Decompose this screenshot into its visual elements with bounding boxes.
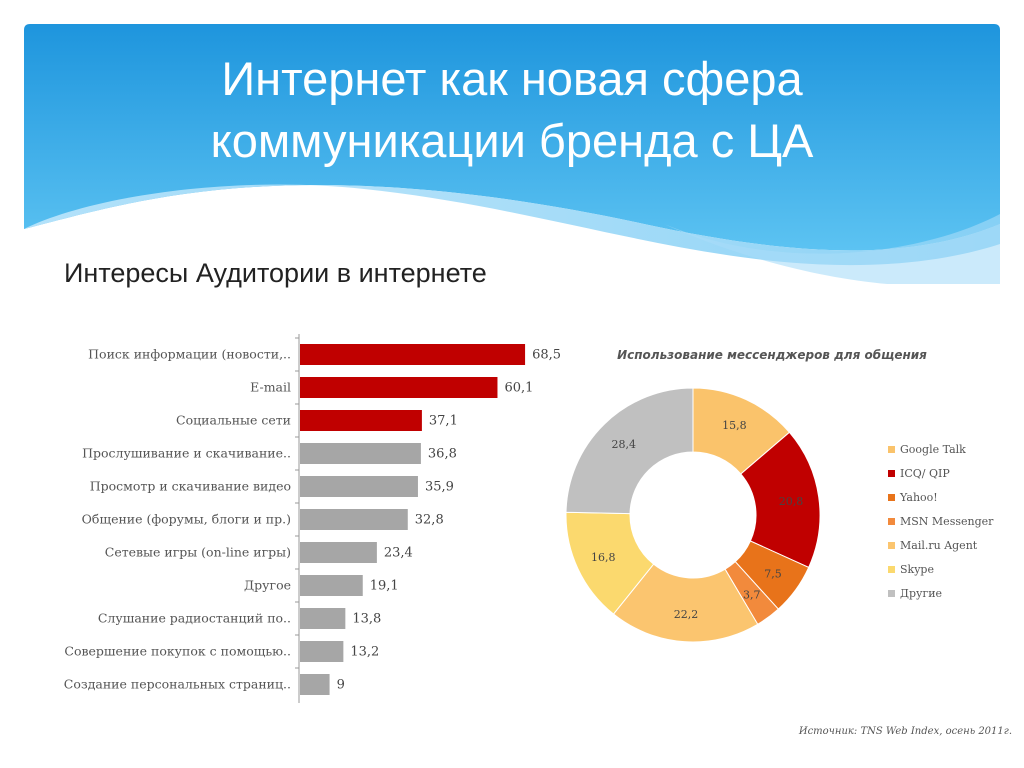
bar-value-label: 35,9 <box>425 480 454 495</box>
donut-slice <box>740 431 821 569</box>
donut-slice-label: 15,8 <box>722 419 747 432</box>
donut-slice-label: 22,2 <box>674 608 699 621</box>
bar-value-label: 19,1 <box>370 579 399 594</box>
bar-category-label: Сетевые игры (on-line игры) <box>105 545 291 560</box>
title-banner <box>24 24 1000 284</box>
legend-label: Skype <box>900 563 934 576</box>
bar-category-label: Другое <box>244 578 291 593</box>
bar <box>300 443 421 464</box>
donut-slice-label: 7,5 <box>764 567 782 580</box>
messengers-donut-chart: Использование мессенджеров для общения 15… <box>565 348 994 643</box>
bar-value-label: 37,1 <box>429 414 458 429</box>
bar-value-label: 9 <box>337 678 345 693</box>
bar <box>300 410 422 431</box>
bar <box>300 608 346 629</box>
donut-slice-label: 16,8 <box>591 551 616 564</box>
bar <box>300 509 408 530</box>
bar-category-label: Прослушивание и скачивание.. <box>82 446 291 461</box>
bar-value-label: 13,8 <box>352 612 381 627</box>
bar-category-label: Просмотр и скачивание видео <box>90 479 291 494</box>
bar-category-label: Общение (форумы, блоги и пр.) <box>82 512 291 527</box>
legend-label: Google Talk <box>900 443 966 456</box>
legend-label: Другие <box>900 587 942 600</box>
donut-slice-label: 28,4 <box>612 438 637 451</box>
bar-category-label: Совершение покупок с помощью.. <box>64 644 291 659</box>
legend-swatch <box>888 518 895 525</box>
source-note: Источник: TNS Web Index, осень 2011г. <box>798 726 1012 737</box>
bar-value-label: 68,5 <box>532 348 561 363</box>
legend-swatch <box>888 494 895 501</box>
bar <box>300 575 363 596</box>
bar <box>300 344 526 365</box>
bar-value-label: 32,8 <box>415 513 444 528</box>
bar <box>300 476 418 497</box>
title-line-2: коммуникации бренда с ЦА <box>210 114 814 167</box>
bar-category-label: E-mail <box>250 380 291 395</box>
bar-value-label: 23,4 <box>384 546 413 561</box>
bar <box>300 674 330 695</box>
legend-swatch <box>888 566 895 573</box>
bar <box>300 641 344 662</box>
legend-label: ICQ/ QIP <box>900 467 950 480</box>
title-line-1: Интернет как новая сфера <box>221 52 803 105</box>
donut-slice-label: 3,7 <box>743 589 761 602</box>
bar-category-label: Создание персональных страниц.. <box>64 677 291 692</box>
legend-swatch <box>888 590 895 597</box>
legend-swatch <box>888 542 895 549</box>
bar <box>300 377 498 398</box>
donut-slice <box>565 387 694 515</box>
legend-label: Yahoo! <box>899 491 938 504</box>
donut-slice <box>612 563 759 643</box>
bar-category-label: Слушание радиостанций по.. <box>98 611 291 626</box>
legend-swatch <box>888 446 895 453</box>
bar-value-label: 36,8 <box>428 447 457 462</box>
bar-value-label: 60,1 <box>504 381 533 396</box>
bar-value-label: 13,2 <box>350 645 379 660</box>
legend-label: MSN Messenger <box>900 515 994 528</box>
donut-title: Использование мессенджеров для общения <box>617 348 927 362</box>
slide-title: Интернет как новая сфера коммуникации бр… <box>24 48 1000 172</box>
interests-bar-chart: Поиск информации (новости,.. 68,5 E-mail 60… <box>64 334 561 703</box>
bar-category-label: Поиск информации (новости,.. <box>88 347 291 362</box>
banner-background <box>24 24 1000 284</box>
donut-slice-label: 20,8 <box>779 495 804 508</box>
legend-label: Mail.ru Agent <box>900 539 978 552</box>
bar-category-label: Социальные сети <box>176 413 291 428</box>
slide-subtitle: Интересы Аудитории в интернете <box>64 258 487 288</box>
bar <box>300 542 377 563</box>
legend-swatch <box>888 470 895 477</box>
